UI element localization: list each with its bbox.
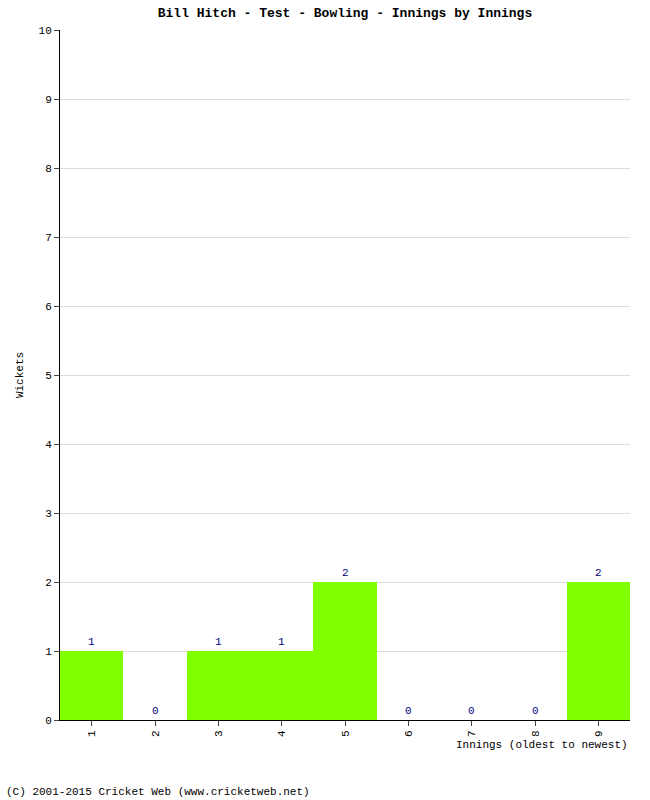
svg-text:9: 9 [45,94,52,106]
svg-text:5: 5 [45,370,52,382]
svg-text:10: 10 [39,25,52,37]
svg-text:1: 1 [278,636,285,648]
svg-text:2: 2 [150,730,162,737]
svg-text:Wickets: Wickets [14,352,26,398]
svg-text:1: 1 [88,636,95,648]
svg-text:4: 4 [45,439,52,451]
svg-text:Innings (oldest to newest): Innings (oldest to newest) [456,739,628,751]
svg-text:2: 2 [595,567,602,579]
svg-text:6: 6 [45,301,52,313]
svg-text:2: 2 [45,577,52,589]
svg-text:3: 3 [213,730,225,737]
svg-text:1: 1 [86,730,98,737]
svg-text:0: 0 [405,705,412,717]
svg-text:4: 4 [276,730,288,737]
svg-text:8: 8 [45,163,52,175]
svg-text:1: 1 [45,646,52,658]
svg-text:0: 0 [152,705,159,717]
svg-text:0: 0 [468,705,475,717]
svg-text:9: 9 [593,730,605,737]
svg-text:Bill Hitch - Test - Bowling -: Bill Hitch - Test - Bowling - Innings by… [158,6,533,21]
svg-text:5: 5 [340,730,352,737]
svg-text:(C) 2001-2015 Cricket Web (www: (C) 2001-2015 Cricket Web (www.cricketwe… [6,786,310,798]
svg-text:0: 0 [532,705,539,717]
svg-text:7: 7 [45,232,52,244]
svg-text:0: 0 [45,715,52,727]
svg-text:6: 6 [403,730,415,737]
svg-text:1: 1 [215,636,222,648]
svg-text:2: 2 [342,567,349,579]
svg-text:3: 3 [45,508,52,520]
svg-text:7: 7 [466,730,478,737]
svg-text:8: 8 [530,730,542,737]
